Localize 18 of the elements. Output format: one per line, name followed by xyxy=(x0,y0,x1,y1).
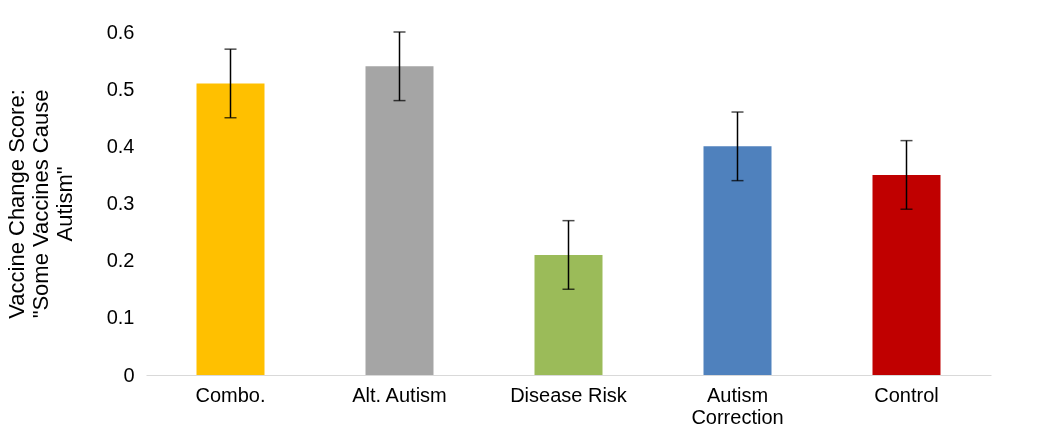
x-tick-label: Control xyxy=(874,383,939,406)
x-tick-label: Autism Correction xyxy=(691,383,784,428)
y-tick-label: 0.1 xyxy=(106,306,135,329)
y-tick-label: 0.4 xyxy=(106,134,135,157)
y-tick-label: 0.5 xyxy=(106,77,135,100)
bar xyxy=(872,174,941,375)
x-tick-label: Disease Risk xyxy=(510,383,628,406)
bar xyxy=(196,83,265,375)
y-axis-title: Vaccine Change Score: "Some Vaccines Cause Autism" xyxy=(3,89,77,319)
bar xyxy=(703,146,772,375)
bar xyxy=(534,254,603,375)
y-tick-label: 0.6 xyxy=(106,20,135,43)
x-tick-label: Alt. Autism xyxy=(352,383,447,406)
x-tick-label: Combo. xyxy=(195,383,266,406)
y-tick-label: 0 xyxy=(123,363,135,386)
y-tick-label: 0.2 xyxy=(106,249,135,272)
bar xyxy=(365,66,434,375)
y-tick-label: 0.3 xyxy=(106,192,135,214)
